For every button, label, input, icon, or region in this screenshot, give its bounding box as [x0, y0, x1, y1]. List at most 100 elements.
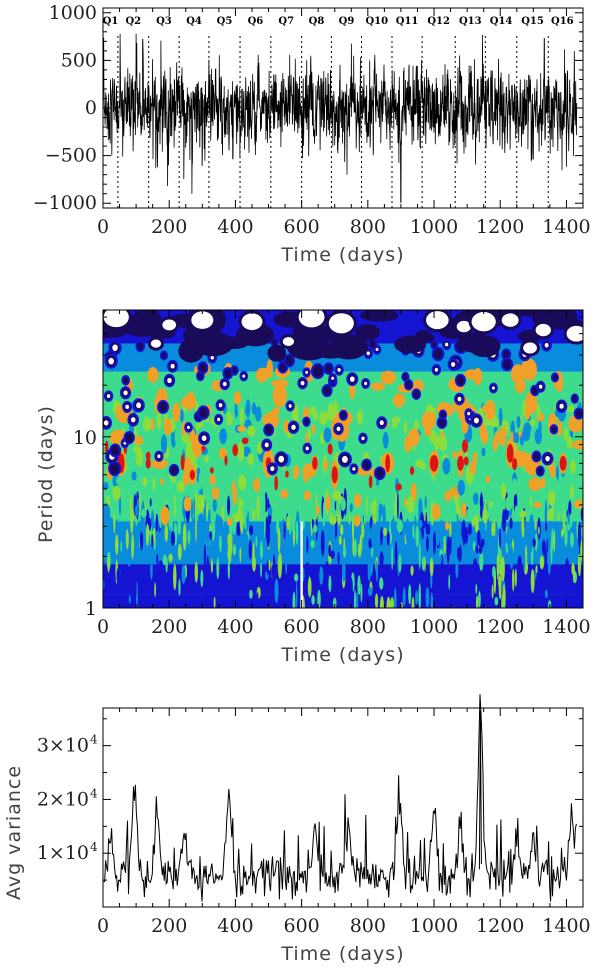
- wavelet-blob: [369, 340, 376, 349]
- wavelet-blob: [233, 391, 242, 405]
- wavelet-blob: [537, 467, 543, 475]
- wavelet-blob: [512, 568, 515, 592]
- wavelet-blob: [160, 506, 170, 526]
- wavelet-blob: [524, 545, 528, 568]
- wavelet-blob: [475, 595, 479, 608]
- x-tick-label: 400: [217, 616, 253, 638]
- wavelet-blob: [325, 495, 331, 512]
- x-tick-label: 600: [283, 915, 319, 937]
- wavelet-blob: [323, 386, 331, 396]
- wavelet-blob: [116, 567, 121, 585]
- wavelet-blob: [525, 390, 538, 415]
- wavelet-blob: [328, 544, 332, 557]
- wavelet-blob: [399, 571, 404, 598]
- wavelet-blob: [462, 519, 466, 546]
- wavelet-blob: [530, 568, 535, 594]
- x-axis-ticks: 0 200 400 600 800 1000 1200 1400: [97, 310, 591, 638]
- wavelet-blob: [539, 583, 542, 594]
- wavelet-blob: [399, 420, 403, 435]
- wavelet-blob: [313, 524, 318, 533]
- wavelet-blob: [210, 423, 215, 433]
- wavelet-blob: [509, 517, 513, 530]
- wavelet-blob: [241, 437, 249, 445]
- x-axis-ticks: 0 200 400 600 800 1000 1200 1400: [97, 8, 591, 238]
- wavelet-blob: [577, 554, 582, 577]
- variance-main-peak: [478, 710, 482, 870]
- wavelet-blob: [164, 524, 169, 543]
- wavelet-blob: [170, 531, 176, 546]
- wavelet-blob: [203, 543, 207, 571]
- wavelet-blob: [210, 558, 214, 574]
- wavelet-blob: [553, 529, 556, 553]
- wavelet-blob: [309, 405, 317, 416]
- wavelet-blob: [162, 554, 167, 566]
- wavelet-blob: [147, 367, 159, 383]
- wavelet-blob: [139, 528, 144, 551]
- wavelet-blob: [394, 500, 398, 518]
- wavelet-blob: [312, 456, 318, 470]
- wavelet-blob: [507, 535, 511, 551]
- wavelet-blob: [110, 462, 120, 475]
- wavelet-blob: [312, 365, 323, 378]
- wavelet-blob: [408, 584, 412, 605]
- wavelet-blob: [274, 578, 279, 604]
- wavelet-blob: [167, 377, 172, 384]
- x-tick-label: 400: [217, 915, 253, 937]
- wavelet-blob: [494, 597, 499, 606]
- wavelet-blob: [512, 478, 518, 496]
- wavelet-blob: [444, 342, 449, 347]
- wavelet-blob: [249, 589, 253, 599]
- x-tick-label: 1400: [542, 216, 590, 238]
- wavelet-blob: [500, 482, 507, 500]
- wavelet-blob: [418, 582, 421, 608]
- wavelet-blob: [141, 508, 147, 518]
- wavelet-blob: [219, 535, 222, 553]
- wavelet-blob: [170, 465, 178, 475]
- wavelet-blob: [562, 508, 565, 535]
- wavelet-blob: [456, 375, 465, 385]
- wavelet-blob: [482, 508, 488, 524]
- wavelet-blob: [363, 460, 370, 470]
- wavelet-blob: [429, 557, 434, 577]
- wavelet-blob: [161, 352, 166, 359]
- wavelet-blob: [502, 584, 506, 608]
- wavelet-blob: [570, 459, 576, 474]
- wavelet-blob: [136, 402, 142, 409]
- wavelet-blob: [349, 503, 353, 513]
- wavelet-blob: [535, 565, 538, 574]
- x-tick-label: 0: [97, 216, 109, 238]
- wavelet-blob: [268, 480, 272, 488]
- wavelet-blob: [123, 390, 128, 396]
- y-tick-label: 2×10: [37, 788, 89, 810]
- wavelet-blob: [480, 538, 485, 548]
- wavelet-blob: [247, 570, 250, 582]
- wavelet-blob: [411, 597, 415, 608]
- x-tick-label: 600: [283, 616, 319, 638]
- x-tick-label: 800: [350, 616, 386, 638]
- wavelet-blob: [408, 428, 420, 447]
- wavelet-blob: [285, 500, 289, 510]
- wavelet-blob: [432, 341, 437, 348]
- wavelet-blob: [421, 411, 436, 431]
- wavelet-blob: [425, 512, 428, 534]
- wavelet-blob: [224, 368, 232, 378]
- wavelet-blob: [306, 535, 309, 554]
- wavelet-blob: [512, 458, 518, 470]
- wavelet-blob: [310, 500, 317, 520]
- wavelet-blob: [342, 547, 347, 558]
- wavelet-blob: [580, 507, 583, 521]
- wavelet-blob: [218, 447, 227, 460]
- wavelet-blob: [304, 418, 309, 425]
- wavelet-blob: [484, 399, 496, 420]
- wavelet-blob: [425, 535, 429, 552]
- wavelet-blob: [570, 485, 575, 499]
- x-tick-label: 1400: [542, 915, 590, 937]
- wavelet-blob: [498, 546, 501, 571]
- wavelet-blob: [140, 513, 144, 534]
- wavelet-blob: [492, 540, 497, 553]
- wavelet-blob: [305, 370, 308, 374]
- wavelet-blob: [572, 440, 583, 450]
- wavelet-blob: [366, 494, 368, 516]
- y-axis-ticks: 1 10: [73, 316, 583, 620]
- wavelet-blob: [375, 560, 378, 582]
